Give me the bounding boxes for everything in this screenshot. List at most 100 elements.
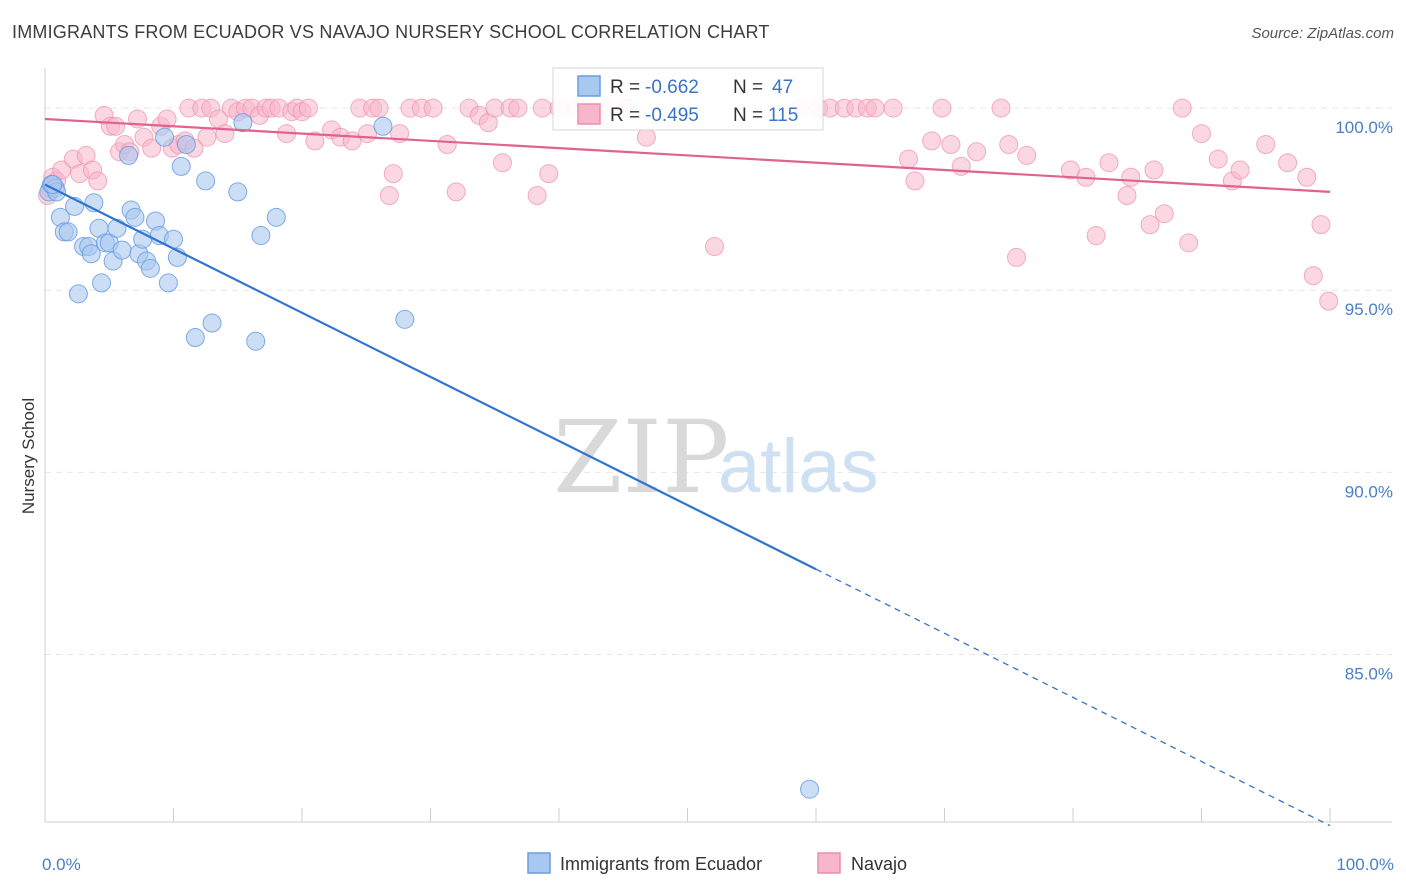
- ecuador-point-35: [202, 313, 222, 333]
- navajo-point-114: [1303, 266, 1323, 286]
- y-tick-label-0: 100.0%: [1335, 118, 1393, 137]
- navajo-point-96: [1060, 160, 1080, 180]
- navajo-point-30: [215, 124, 235, 144]
- navajo-point-110: [1230, 160, 1250, 180]
- legend-swatch-navajo: [817, 852, 841, 874]
- ecuador-point-43: [395, 309, 415, 329]
- navajo-point-92: [991, 98, 1011, 118]
- trend-lines: [44, 117, 1331, 827]
- navajo-point-12: [106, 116, 126, 136]
- ecuador-point-10: [81, 244, 101, 264]
- navajo-point-112: [1278, 153, 1298, 173]
- ecuador-point-33: [185, 328, 205, 348]
- stats-swatch-navajo: [577, 103, 601, 125]
- x-tick-label-min: 0.0%: [42, 855, 81, 874]
- legend-swatch-ecuador: [527, 852, 551, 874]
- ecuador-point-38: [246, 331, 266, 351]
- stats-n-value-ecuador: 47: [772, 77, 793, 98]
- ecuador-point-13: [92, 273, 112, 293]
- navajo-point-90: [951, 156, 971, 176]
- navajo-point-88: [932, 98, 952, 118]
- y-axis-tick-labels: 100.0% 95.0% 90.0% 85.0%: [1335, 118, 1393, 683]
- ecuador-point-27: [155, 127, 175, 147]
- navajo-point-104: [1154, 204, 1174, 224]
- ecuador-point-40: [266, 207, 286, 227]
- stats-box: R = -0.662 N = 47 R = -0.495 N = 115: [552, 67, 824, 131]
- ecuador-point-46: [43, 175, 63, 195]
- navajo-point-4: [52, 160, 72, 180]
- ecuador-point-17: [107, 218, 127, 238]
- navajo-point-59: [446, 182, 466, 202]
- ecuador-trend-extension: [815, 568, 1331, 827]
- navajo-point-111: [1256, 134, 1276, 154]
- navajo-point-66: [508, 98, 528, 118]
- navajo-point-53: [383, 164, 403, 184]
- legend-label-navajo: Navajo: [851, 854, 907, 874]
- navajo-point-100: [1117, 185, 1137, 205]
- navajo-point-89: [941, 134, 961, 154]
- y-tick-label-2: 90.0%: [1345, 482, 1393, 501]
- y-axis-label: Nursery School: [19, 398, 38, 514]
- ecuador-point-20: [125, 207, 145, 227]
- navajo-point-101: [1121, 167, 1141, 187]
- navajo-point-18: [142, 138, 162, 158]
- navajo-point-115: [1311, 215, 1331, 235]
- ecuador-point-36: [228, 182, 248, 202]
- navajo-point-85: [899, 149, 919, 169]
- navajo-point-84: [883, 98, 903, 118]
- navajo-point-106: [1179, 233, 1199, 253]
- ecuador-point-37: [233, 113, 253, 133]
- navajo-points: [38, 98, 1339, 311]
- navajo-point-83: [865, 98, 885, 118]
- ecuador-point-7: [68, 284, 88, 304]
- navajo-point-95: [1017, 145, 1037, 165]
- ecuador-point-44: [800, 779, 820, 799]
- navajo-point-91: [967, 142, 987, 162]
- ecuador-point-32: [176, 134, 196, 154]
- chart-source: Source: ZipAtlas.com: [1251, 25, 1394, 42]
- watermark-zip: ZIP: [553, 399, 729, 516]
- navajo-point-44: [305, 131, 325, 151]
- ecuador-point-18: [112, 240, 132, 260]
- stats-r-label-ecuador: R =: [610, 77, 640, 98]
- navajo-point-75: [636, 127, 656, 147]
- watermark-atlas: atlas: [718, 424, 879, 509]
- navajo-trend-line: [44, 117, 1331, 193]
- navajo-point-64: [492, 153, 512, 173]
- ecuador-point-41: [119, 145, 139, 165]
- navajo-point-52: [379, 185, 399, 205]
- navajo-point-113: [1297, 167, 1317, 187]
- stats-n-value-navajo: 115: [768, 105, 798, 126]
- ecuador-point-34: [196, 171, 216, 191]
- navajo-point-67: [527, 185, 547, 205]
- navajo-point-27: [197, 127, 217, 147]
- navajo-point-20: [157, 109, 177, 129]
- watermark: ZIP atlas: [553, 399, 879, 516]
- stats-n-label-ecuador: N =: [733, 77, 763, 98]
- legend-label-ecuador: Immigrants from Ecuador: [560, 854, 762, 874]
- stats-swatch-ecuador: [577, 75, 601, 97]
- navajo-point-87: [922, 131, 942, 151]
- stats-r-value-navajo: -0.495: [645, 105, 699, 126]
- navajo-point-68: [532, 98, 552, 118]
- stats-r-value-ecuador: -0.662: [645, 77, 699, 98]
- navajo-point-116: [1319, 291, 1339, 311]
- navajo-point-102: [1140, 215, 1160, 235]
- x-tick-label-max: 100.0%: [1336, 855, 1394, 874]
- navajo-point-58: [437, 134, 457, 154]
- y-tick-label-1: 95.0%: [1345, 300, 1393, 319]
- navajo-point-105: [1172, 98, 1192, 118]
- navajo-point-43: [298, 98, 318, 118]
- x-axis-ticks: [44, 808, 1331, 822]
- ecuador-point-24: [140, 258, 160, 278]
- ecuador-point-42: [373, 116, 393, 136]
- stats-r-label-navajo: R =: [610, 105, 640, 126]
- navajo-point-98: [1086, 226, 1106, 246]
- navajo-point-57: [423, 98, 443, 118]
- navajo-point-107: [1192, 124, 1211, 144]
- navajo-point-99: [1099, 153, 1119, 173]
- ecuador-trend-line: [44, 183, 817, 571]
- chart-title: IMMIGRANTS FROM ECUADOR VS NAVAJO NURSER…: [12, 22, 770, 42]
- stats-n-label-navajo: N =: [733, 105, 763, 126]
